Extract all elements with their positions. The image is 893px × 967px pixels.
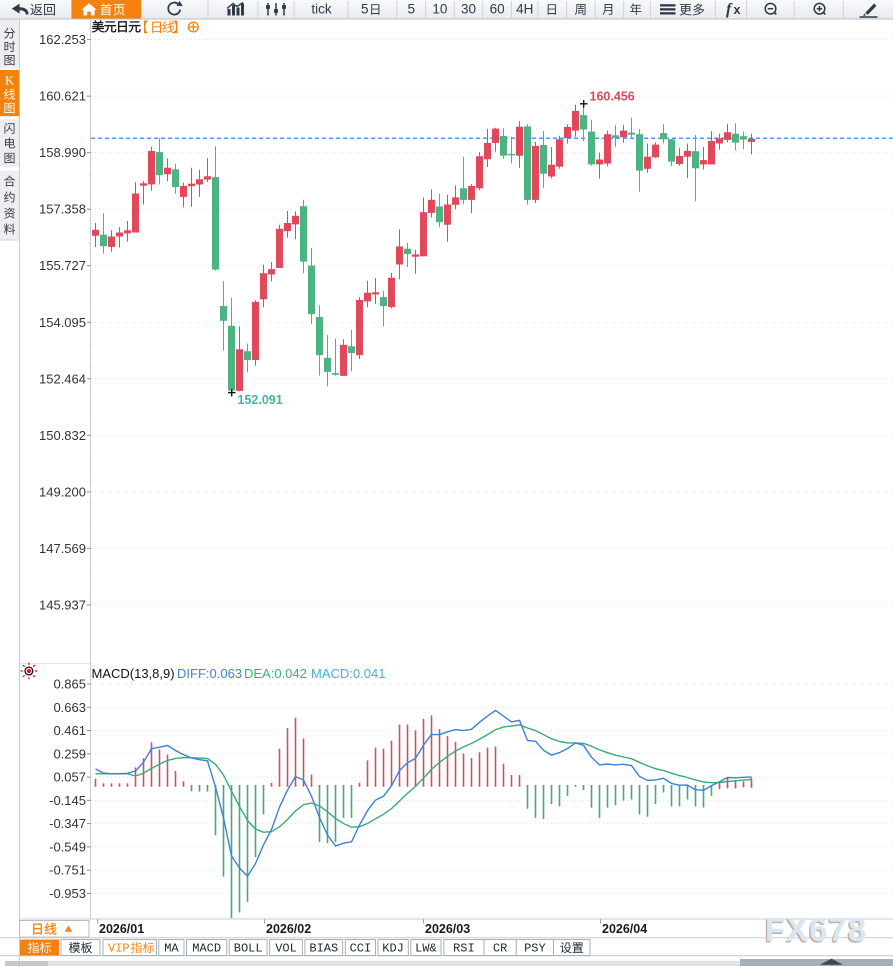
- svg-text:0.259: 0.259: [53, 746, 86, 761]
- svg-text:RSI: RSI: [453, 942, 475, 956]
- svg-text:158.990: 158.990: [39, 145, 86, 160]
- svg-text:2026/01: 2026/01: [99, 922, 144, 936]
- svg-text:30: 30: [461, 2, 476, 17]
- svg-text:K: K: [5, 74, 14, 88]
- svg-text:157.358: 157.358: [39, 202, 86, 217]
- svg-text:162.253: 162.253: [39, 32, 86, 47]
- svg-text:-0.145: -0.145: [49, 793, 86, 808]
- svg-text:2026/04: 2026/04: [602, 922, 647, 936]
- svg-text:150.832: 150.832: [39, 428, 86, 443]
- svg-text:x: x: [734, 3, 741, 17]
- svg-text:0.865: 0.865: [53, 677, 86, 692]
- svg-text:154.095: 154.095: [39, 315, 86, 330]
- svg-text:BIAS: BIAS: [309, 942, 338, 956]
- svg-text:145.937: 145.937: [39, 597, 86, 612]
- svg-text:60: 60: [490, 2, 505, 17]
- svg-text:5: 5: [408, 2, 416, 17]
- svg-text:4H: 4H: [516, 2, 533, 17]
- svg-text:CR: CR: [493, 942, 507, 956]
- svg-text:149.200: 149.200: [39, 484, 86, 499]
- svg-text:152.464: 152.464: [39, 371, 86, 386]
- svg-text:CCI: CCI: [350, 942, 372, 956]
- svg-text:LW&: LW&: [415, 942, 437, 956]
- svg-text:DEA:0.042: DEA:0.042: [244, 666, 307, 681]
- svg-text:0.057: 0.057: [53, 770, 86, 785]
- svg-text:10: 10: [432, 2, 447, 17]
- svg-text:FX678: FX678: [764, 913, 866, 950]
- svg-text:MACD: MACD: [192, 942, 221, 956]
- svg-text:-0.347: -0.347: [49, 816, 86, 831]
- svg-text:KDJ: KDJ: [382, 942, 404, 956]
- svg-text:160.456: 160.456: [590, 90, 635, 104]
- svg-text:2026/03: 2026/03: [425, 922, 470, 936]
- svg-text:5: 5: [361, 2, 369, 17]
- svg-text:PSY: PSY: [524, 942, 546, 956]
- svg-text:f: f: [726, 1, 733, 18]
- svg-text:BOLL: BOLL: [234, 942, 263, 956]
- svg-text:152.091: 152.091: [238, 393, 283, 407]
- svg-text:160.621: 160.621: [39, 89, 86, 104]
- svg-text:147.569: 147.569: [39, 541, 86, 556]
- svg-text:155.727: 155.727: [39, 258, 86, 273]
- svg-text:-0.549: -0.549: [49, 839, 86, 854]
- svg-text:MACD:0.041: MACD:0.041: [311, 666, 385, 681]
- svg-text:0.663: 0.663: [53, 700, 86, 715]
- svg-text:2026/02: 2026/02: [266, 922, 311, 936]
- svg-text:0.461: 0.461: [53, 723, 86, 738]
- svg-text:MA: MA: [164, 942, 179, 956]
- svg-text:-0.953: -0.953: [49, 886, 86, 901]
- svg-text:FX678: FX678: [765, 911, 867, 948]
- svg-text:DIFF:0.063: DIFF:0.063: [177, 666, 242, 681]
- svg-text:MACD(13,8,9): MACD(13,8,9): [92, 666, 175, 681]
- svg-text:tick: tick: [311, 2, 332, 17]
- svg-text:VIP: VIP: [108, 942, 130, 956]
- svg-text:VOL: VOL: [275, 942, 297, 956]
- svg-text:-0.751: -0.751: [49, 863, 86, 878]
